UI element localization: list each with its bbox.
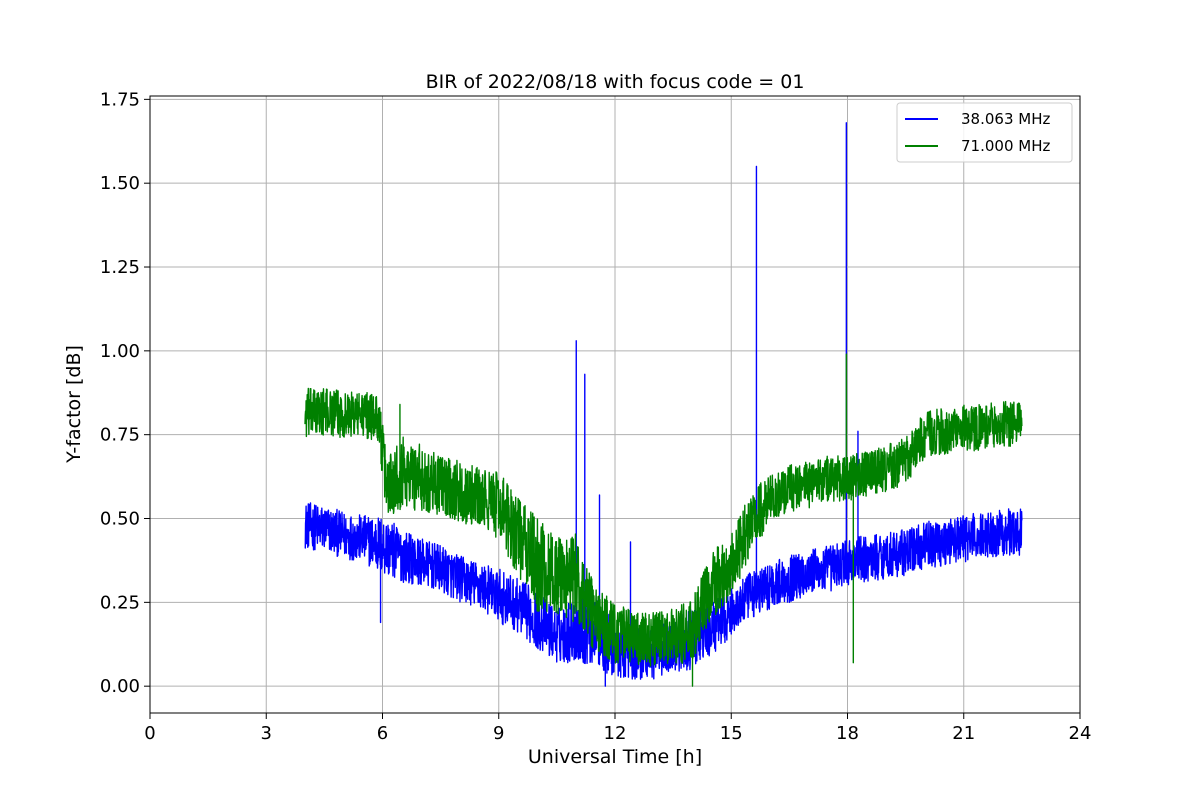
legend-label-38mhz: 38.063 MHz xyxy=(961,110,1050,128)
y-tick-label: 0.75 xyxy=(100,425,140,446)
x-tick-label: 15 xyxy=(720,723,743,744)
legend-label-71mhz: 71.000 MHz xyxy=(961,137,1050,155)
x-tick-label: 18 xyxy=(836,723,859,744)
legend: 38.063 MHz 71.000 MHz xyxy=(896,102,1073,163)
legend-box xyxy=(896,102,1073,163)
series-71mhz xyxy=(304,353,1023,687)
x-axis-label: Universal Time [h] xyxy=(528,746,702,768)
x-tick-label: 9 xyxy=(493,723,504,744)
y-axis-label: Y-factor [dB] xyxy=(63,345,85,464)
chart-title: BIR of 2022/08/18 with focus code = 01 xyxy=(426,71,805,93)
y-tick-label: 1.00 xyxy=(100,341,140,362)
y-tick-label: 0.50 xyxy=(100,509,140,530)
y-tick-label: 0.00 xyxy=(100,676,140,697)
x-tick-label: 6 xyxy=(377,723,388,744)
series-layer xyxy=(304,122,1023,687)
x-tick-label: 24 xyxy=(1069,723,1092,744)
x-tick-label: 0 xyxy=(144,723,155,744)
x-tick-label: 21 xyxy=(952,723,975,744)
x-tick-label: 12 xyxy=(604,723,627,744)
y-tick-label: 0.25 xyxy=(100,592,140,613)
y-tick-label: 1.25 xyxy=(100,257,140,278)
y-tick-label: 1.75 xyxy=(100,89,140,110)
ticks: 0 3 6 9 12 15 18 21 24 0.00 0.25 0.50 0.75 1.00 1.25 1.… xyxy=(100,89,1092,744)
grid xyxy=(149,96,1081,713)
y-tick-label: 1.50 xyxy=(100,173,140,194)
x-tick-label: 3 xyxy=(261,723,272,744)
